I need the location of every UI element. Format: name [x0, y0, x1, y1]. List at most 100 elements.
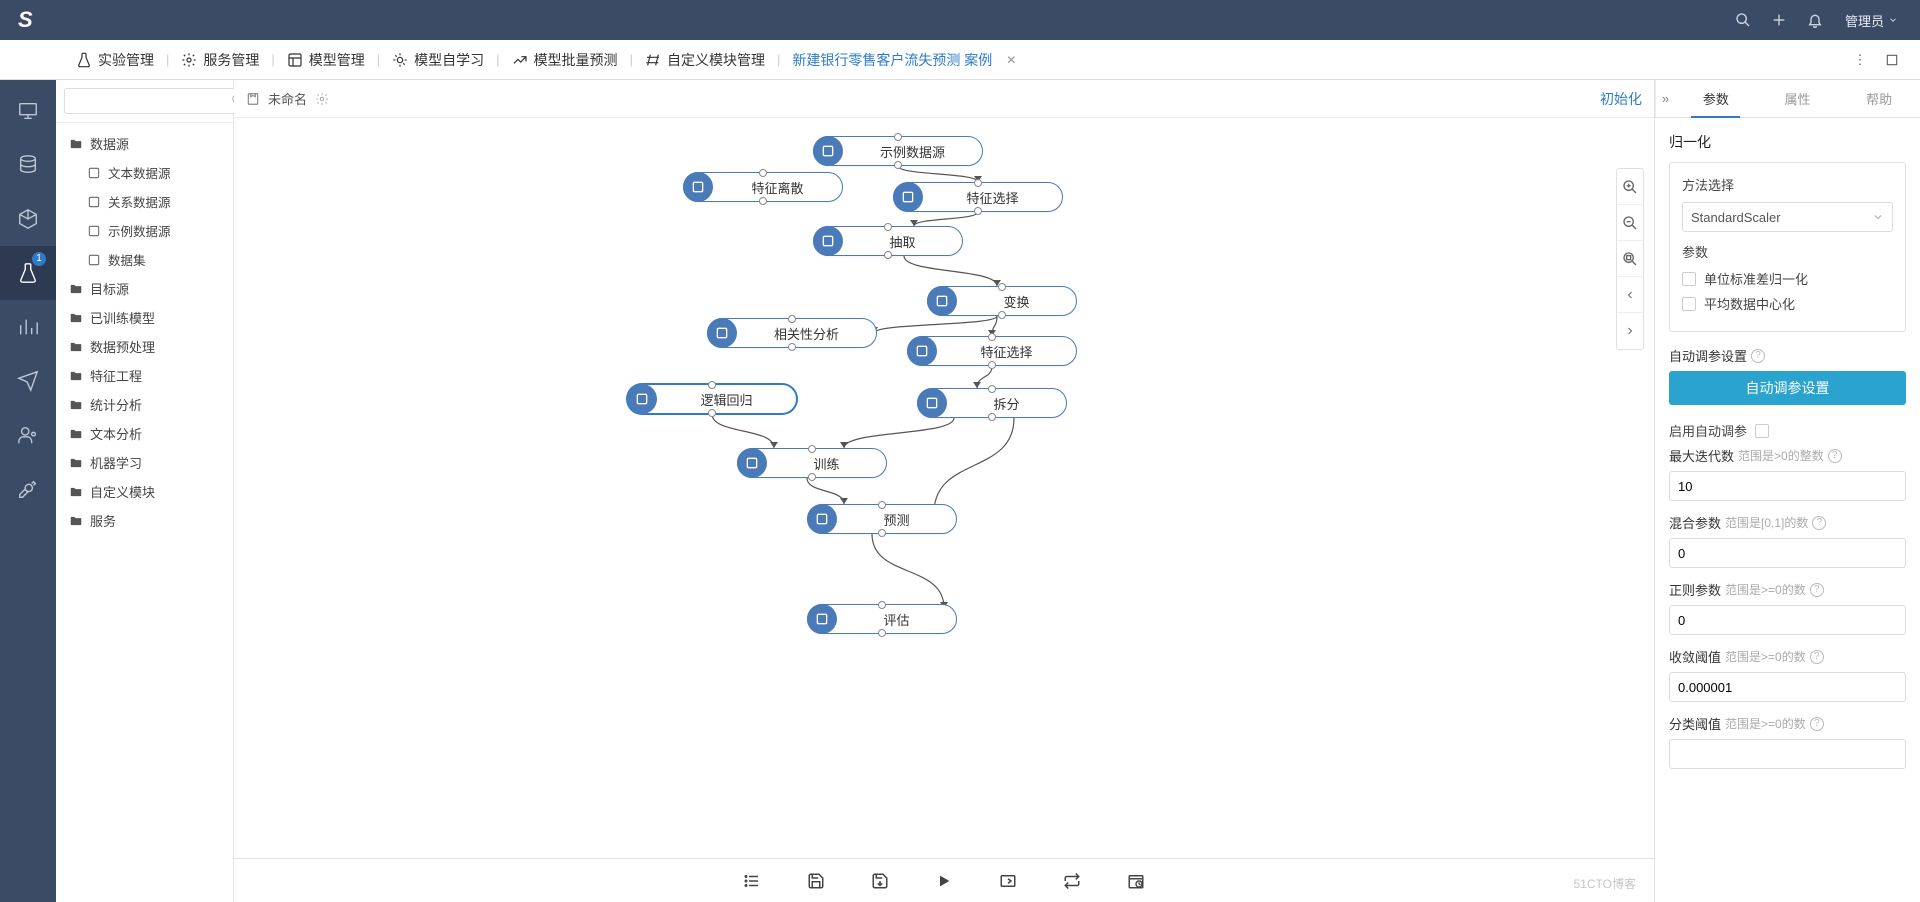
tree-node[interactable]: 关系数据源 — [56, 187, 233, 216]
plus-icon[interactable] — [1761, 0, 1797, 40]
list-icon[interactable] — [740, 869, 764, 893]
zoom-out-icon[interactable] — [1617, 205, 1643, 241]
rail-database-icon[interactable] — [0, 138, 56, 192]
port-in[interactable] — [988, 333, 996, 341]
flow-node[interactable]: 拆分 — [917, 388, 1067, 418]
help-icon[interactable]: ? — [1751, 349, 1765, 363]
zoom-fit-icon[interactable] — [1617, 241, 1643, 277]
port-out[interactable] — [974, 207, 982, 215]
user-menu[interactable]: 管理员 — [1833, 11, 1910, 30]
help-icon[interactable]: ? — [1810, 583, 1824, 597]
flow-node[interactable]: 特征选择 — [907, 336, 1077, 366]
tree-node[interactable]: 文本分析 — [56, 419, 233, 448]
rail-chart-icon[interactable] — [0, 300, 56, 354]
port-out[interactable] — [988, 413, 996, 421]
flow-node[interactable]: 评估 — [807, 604, 957, 634]
port-in[interactable] — [708, 381, 716, 389]
export-icon[interactable] — [996, 869, 1020, 893]
rail-send-icon[interactable] — [0, 354, 56, 408]
tree-node[interactable]: 文本数据源 — [56, 158, 233, 187]
tree-node[interactable]: 目标源 — [56, 274, 233, 303]
nav-tab-3[interactable]: 模型自学习 — [380, 40, 496, 80]
save-as-icon[interactable] — [868, 869, 892, 893]
flow-node[interactable]: 特征选择 — [893, 182, 1063, 212]
field-input[interactable] — [1669, 739, 1906, 769]
tree-node[interactable]: 数据预处理 — [56, 332, 233, 361]
port-in[interactable] — [759, 169, 767, 177]
rail-monitor-icon[interactable] — [0, 84, 56, 138]
tree-node[interactable]: 数据源 — [56, 129, 233, 158]
tree-node[interactable]: 特征工程 — [56, 361, 233, 390]
nav-tab-1[interactable]: 服务管理 — [169, 40, 271, 80]
port-in[interactable] — [878, 601, 886, 609]
help-icon[interactable]: ? — [1810, 717, 1824, 731]
rail-experiment-icon[interactable]: 1 — [0, 246, 56, 300]
flow-node[interactable]: 训练 — [737, 448, 887, 478]
schedule-icon[interactable] — [1124, 869, 1148, 893]
nav-tab-5[interactable]: 自定义模块管理 — [633, 40, 777, 80]
port-out[interactable] — [894, 161, 902, 169]
flow-node[interactable]: 逻辑回归 — [627, 384, 797, 414]
port-in[interactable] — [808, 445, 816, 453]
tree-node[interactable]: 服务 — [56, 506, 233, 535]
tree-node[interactable]: 统计分析 — [56, 390, 233, 419]
flow-node[interactable]: 相关性分析 — [707, 318, 877, 348]
checkbox[interactable] — [1682, 272, 1696, 286]
tab-attrs[interactable]: 属性 — [1757, 80, 1839, 117]
port-out[interactable] — [759, 197, 767, 205]
play-icon[interactable] — [932, 869, 956, 893]
collapse-panel-icon[interactable]: » — [1655, 80, 1675, 117]
port-in[interactable] — [998, 283, 1006, 291]
active-document-tab[interactable]: 新建银行零售客户流失预测 案例 ✕ — [780, 40, 1028, 80]
flow-node[interactable]: 示例数据源 — [813, 136, 983, 166]
tab-params[interactable]: 参数 — [1675, 80, 1757, 117]
tree-search-input[interactable] — [64, 88, 251, 114]
save-icon[interactable] — [804, 869, 828, 893]
port-out[interactable] — [788, 343, 796, 351]
auto-tune-button[interactable]: 自动调参设置 — [1669, 371, 1906, 405]
maximize-icon[interactable] — [1880, 48, 1904, 72]
help-icon[interactable]: ? — [1828, 449, 1842, 463]
port-out[interactable] — [988, 361, 996, 369]
help-icon[interactable]: ? — [1810, 650, 1824, 664]
nav-tab-0[interactable]: 实验管理 — [64, 40, 166, 80]
rail-tools-icon[interactable] — [0, 462, 56, 516]
port-out[interactable] — [808, 473, 816, 481]
port-in[interactable] — [988, 385, 996, 393]
help-icon[interactable]: ? — [1812, 516, 1826, 530]
gear-icon[interactable] — [315, 92, 329, 106]
canvas-body[interactable]: 示例数据源特征离散特征选择抽取变换相关性分析特征选择逻辑回归拆分训练预测评估 — [234, 118, 1654, 858]
field-input[interactable] — [1669, 605, 1906, 635]
more-vertical-icon[interactable]: ⋮ — [1848, 48, 1872, 72]
flow-node[interactable]: 预测 — [807, 504, 957, 534]
tree-node[interactable]: 机器学习 — [56, 448, 233, 477]
flow-node[interactable]: 特征离散 — [683, 172, 843, 202]
port-out[interactable] — [708, 409, 716, 417]
rail-cube-icon[interactable] — [0, 192, 56, 246]
port-in[interactable] — [894, 133, 902, 141]
nav-left-icon[interactable] — [1617, 277, 1643, 313]
init-button[interactable]: 初始化 — [1600, 89, 1642, 109]
port-in[interactable] — [788, 315, 796, 323]
tree-node[interactable]: 已训练模型 — [56, 303, 233, 332]
tree-node[interactable]: 数据集 — [56, 245, 233, 274]
port-out[interactable] — [878, 529, 886, 537]
port-out[interactable] — [878, 629, 886, 637]
port-out[interactable] — [998, 311, 1006, 319]
loop-icon[interactable] — [1060, 869, 1084, 893]
nav-right-icon[interactable] — [1617, 313, 1643, 349]
port-out[interactable] — [884, 251, 892, 259]
tab-help[interactable]: 帮助 — [1838, 80, 1920, 117]
field-input[interactable] — [1669, 471, 1906, 501]
nav-tab-2[interactable]: 模型管理 — [275, 40, 377, 80]
bell-icon[interactable] — [1797, 0, 1833, 40]
rail-users-icon[interactable] — [0, 408, 56, 462]
port-in[interactable] — [878, 501, 886, 509]
checkbox[interactable] — [1682, 297, 1696, 311]
tree-node[interactable]: 示例数据源 — [56, 216, 233, 245]
flow-node[interactable]: 变换 — [927, 286, 1077, 316]
zoom-in-icon[interactable] — [1617, 169, 1643, 205]
flow-node[interactable]: 抽取 — [813, 226, 963, 256]
search-icon[interactable] — [1725, 0, 1761, 40]
tree-node[interactable]: 自定义模块 — [56, 477, 233, 506]
